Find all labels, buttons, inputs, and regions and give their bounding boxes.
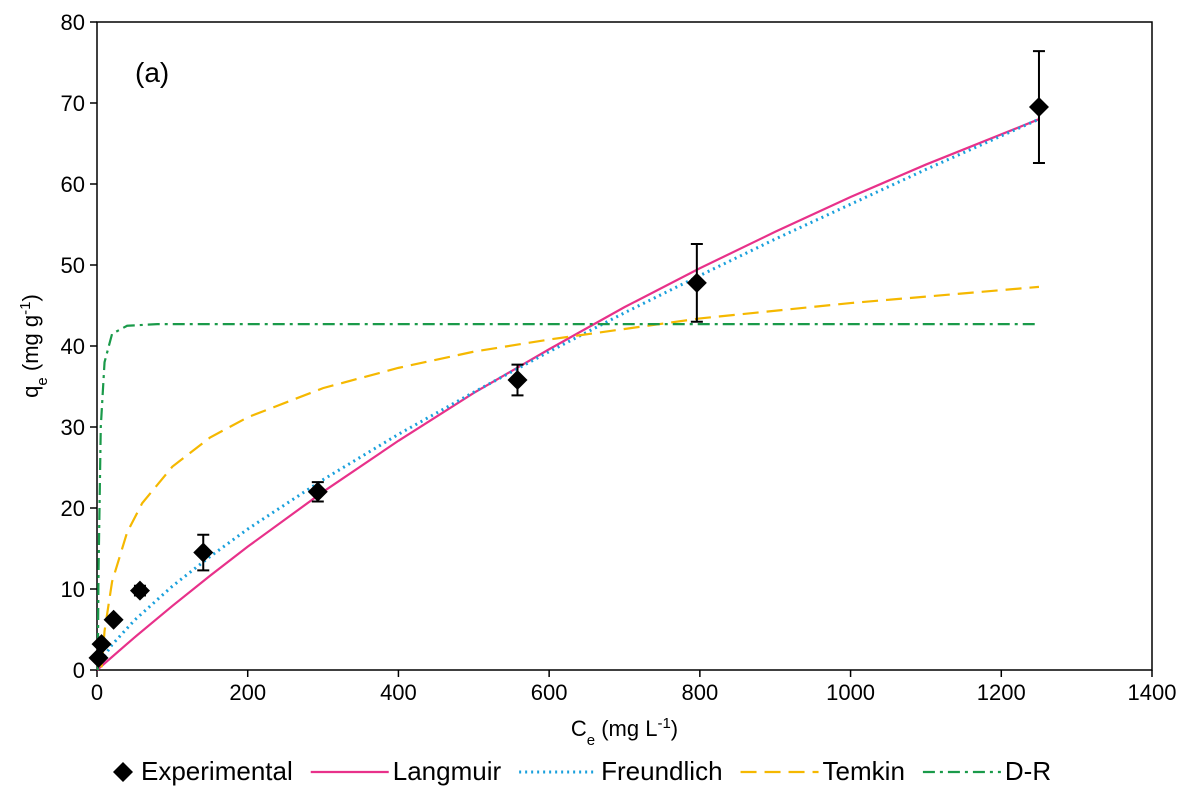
- y-tick-label: 70: [61, 91, 85, 116]
- legend-label: Experimental: [141, 756, 293, 786]
- x-tick-label: 200: [229, 680, 266, 705]
- legend-entry: Freundlich: [519, 756, 723, 786]
- data-point: [686, 272, 707, 293]
- model-line: [96, 323, 1039, 671]
- x-tick-label: 800: [681, 680, 718, 705]
- legend-entry: Experimental: [113, 756, 293, 786]
- data-point: [307, 481, 328, 502]
- legend-label: Freundlich: [601, 756, 722, 786]
- x-tick-label: 600: [531, 680, 568, 705]
- legend-label: Langmuir: [393, 756, 502, 786]
- model-line: [96, 118, 1040, 671]
- plot-frame: [96, 21, 1153, 671]
- legend-entry: Langmuir: [310, 756, 502, 786]
- model-line: [99, 117, 1040, 662]
- data-point: [129, 580, 150, 601]
- y-tick-label: 40: [61, 334, 85, 359]
- y-tick-label: 30: [61, 415, 85, 440]
- x-axis-label-part: C: [571, 716, 587, 741]
- legend-label: D-R: [1005, 756, 1051, 786]
- y-axis-label: qe (mg g-1): [17, 294, 51, 398]
- x-axis-label-part: ): [671, 716, 678, 741]
- x-tick-label: 400: [380, 680, 417, 705]
- data-point: [1028, 97, 1049, 118]
- y-axis-label-part: e: [34, 377, 51, 385]
- y-tick-label: 0: [73, 658, 85, 683]
- y-tick-label: 20: [61, 496, 85, 521]
- annotation: (a): [135, 57, 169, 88]
- y-axis-label-part: ): [18, 294, 43, 301]
- x-tick-label: 1200: [977, 680, 1026, 705]
- x-axis-label-part: -1: [657, 715, 670, 732]
- y-tick-label: 60: [61, 172, 85, 197]
- model-line: [100, 285, 1040, 668]
- data-point: [91, 634, 112, 655]
- x-axis-label: Ce (mg L-1): [571, 715, 678, 749]
- y-axis-label-part: -1: [17, 302, 34, 315]
- legend-entry: D-R: [922, 756, 1051, 786]
- data-point: [88, 647, 109, 668]
- x-axis-label-part: (mg L: [595, 716, 657, 741]
- y-tick-label: 80: [61, 10, 85, 35]
- x-axis-label-part: e: [587, 732, 595, 749]
- x-tick-label: 0: [91, 680, 103, 705]
- legend-entry: Temkin: [740, 756, 905, 786]
- data-point: [507, 370, 528, 391]
- y-tick-label: 50: [61, 253, 85, 278]
- y-tick-label: 10: [61, 577, 85, 602]
- x-tick-label: 1000: [826, 680, 875, 705]
- y-axis-label-part: q: [18, 386, 43, 398]
- legend-marker: [113, 762, 133, 782]
- data-point: [103, 609, 124, 630]
- legend-label: Temkin: [823, 756, 905, 786]
- x-tick-label: 1400: [1128, 680, 1177, 705]
- y-axis-label-part: (mg g: [18, 315, 43, 377]
- data-point: [193, 542, 214, 563]
